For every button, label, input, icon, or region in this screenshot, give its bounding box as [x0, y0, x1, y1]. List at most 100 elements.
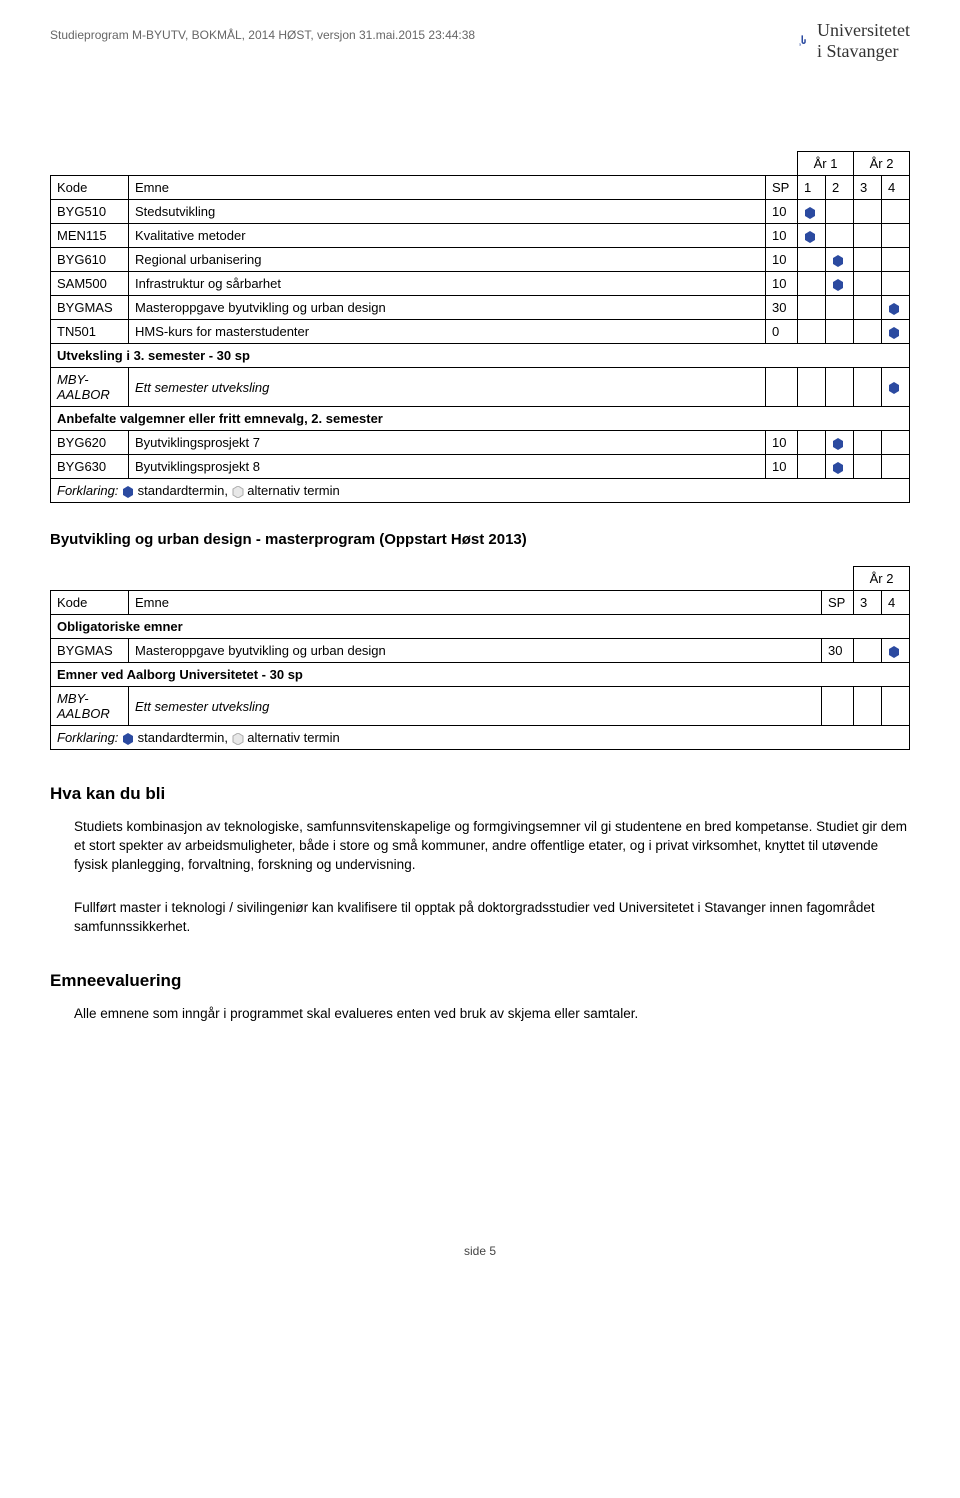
- cell-kode: BYG630: [51, 455, 129, 479]
- cell-sp: 10: [766, 455, 798, 479]
- term-cell: [854, 272, 882, 296]
- cell-sp: 10: [766, 224, 798, 248]
- term-cell: [854, 248, 882, 272]
- cell-emne: Infrastruktur og sårbarhet: [129, 272, 766, 296]
- term-cell: [854, 224, 882, 248]
- hva-title: Hva kan du bli: [50, 784, 910, 804]
- cell-sp: 10: [766, 200, 798, 224]
- col-emne: Emne: [129, 176, 766, 200]
- cell-emne: Byutviklingsprosjekt 8: [129, 455, 766, 479]
- section-oblig: Obligatoriske emner: [51, 615, 910, 639]
- cell-sp: 10: [766, 272, 798, 296]
- term-cell: [826, 320, 854, 344]
- term-cell: [882, 248, 910, 272]
- cell-emne: Masteroppgave byutvikling og urban desig…: [129, 296, 766, 320]
- year1-header: År 1: [798, 152, 854, 176]
- term-cell: [854, 200, 882, 224]
- cell-emne: Stedsutvikling: [129, 200, 766, 224]
- term-cell: [798, 320, 826, 344]
- term-cell: [826, 224, 854, 248]
- table-row: BYG630Byutviklingsprosjekt 810: [51, 455, 910, 479]
- course-table-1: År 1 År 2 Kode Emne SP 1 2 3 4 BYG510Ste…: [50, 151, 910, 503]
- mby-emne: Ett semester utveksling: [129, 368, 766, 407]
- term-cell: [854, 296, 882, 320]
- year2-header: År 2: [854, 152, 910, 176]
- term-cell: [798, 455, 826, 479]
- table-row: BYGMAS Masteroppgave byutvikling og urba…: [51, 639, 910, 663]
- cell-emne: Regional urbanisering: [129, 248, 766, 272]
- term-cell: [826, 200, 854, 224]
- page-header: Studieprogram M-BYUTV, BOKMÅL, 2014 HØST…: [50, 20, 910, 61]
- logo-mark-icon: S: [797, 35, 809, 47]
- col-sp: SP: [766, 176, 798, 200]
- cell-emne: Byutviklingsprosjekt 7: [129, 431, 766, 455]
- term-cell: [826, 296, 854, 320]
- term-cell: [882, 224, 910, 248]
- term-cell: [882, 455, 910, 479]
- mid-title: Byutvikling og urban design - masterprog…: [50, 531, 910, 548]
- cell-sp: 10: [766, 431, 798, 455]
- term-cell: [798, 272, 826, 296]
- cell-sp: 30: [766, 296, 798, 320]
- university-logo: S Universitetet i Stavanger: [797, 20, 910, 61]
- term-cell: [882, 431, 910, 455]
- table-row: BYGMASMasteroppgave byutvikling og urban…: [51, 296, 910, 320]
- term-cell: [882, 200, 910, 224]
- page-footer: side 5: [50, 1244, 910, 1258]
- term-cell: [826, 431, 854, 455]
- alt-marker-icon: [232, 486, 244, 498]
- table-row: BYG610Regional urbanisering10: [51, 248, 910, 272]
- term-cell: [882, 320, 910, 344]
- term-cell: [854, 431, 882, 455]
- cell-kode: BYGMAS: [51, 296, 129, 320]
- std-marker-icon: [122, 733, 134, 745]
- term-cell: [798, 200, 826, 224]
- meta-line: Studieprogram M-BYUTV, BOKMÅL, 2014 HØST…: [50, 20, 475, 42]
- cell-kode: BYG610: [51, 248, 129, 272]
- term-cell: [882, 296, 910, 320]
- year2-header-b: År 2: [854, 567, 910, 591]
- term-cell: [798, 224, 826, 248]
- table-row: BYG510Stedsutvikling10: [51, 200, 910, 224]
- legend-row: Forklaring: standardtermin, alternativ t…: [51, 479, 910, 503]
- term-cell: [798, 431, 826, 455]
- cell-kode: MEN115: [51, 224, 129, 248]
- section-anbefalte: Anbefalte valgemner eller fritt emnevalg…: [51, 407, 910, 431]
- cell-kode: BYG620: [51, 431, 129, 455]
- table-row: BYG620Byutviklingsprosjekt 710: [51, 431, 910, 455]
- term-cell: [882, 272, 910, 296]
- mby-kode: MBY-AALBOR: [51, 368, 129, 407]
- term-cell: [826, 455, 854, 479]
- section-utveksling: Utveksling i 3. semester - 30 sp: [51, 344, 910, 368]
- emne-p1: Alle emnene som inngår i programmet skal…: [74, 1005, 910, 1024]
- term-cell: [854, 455, 882, 479]
- table-row: TN501HMS-kurs for masterstudenter0: [51, 320, 910, 344]
- term-cell: [826, 272, 854, 296]
- cell-kode: BYG510: [51, 200, 129, 224]
- uni-name-line1: Universitetet: [817, 20, 910, 41]
- emne-title: Emneevaluering: [50, 971, 910, 991]
- term-cell: [798, 296, 826, 320]
- cell-sp: 10: [766, 248, 798, 272]
- uni-name-line2: i Stavanger: [817, 41, 910, 62]
- col-kode: Kode: [51, 176, 129, 200]
- table-row: MEN115Kvalitative metoder10: [51, 224, 910, 248]
- course-table-2: År 2 Kode Emne SP 3 4 Obligatoriske emne…: [50, 566, 910, 750]
- section-aalborg: Emner ved Aalborg Universitetet - 30 sp: [51, 663, 910, 687]
- svg-text:S: S: [799, 43, 801, 47]
- cell-kode: SAM500: [51, 272, 129, 296]
- alt-marker-icon: [232, 733, 244, 745]
- term-marker: [882, 368, 910, 407]
- cell-emne: HMS-kurs for masterstudenter: [129, 320, 766, 344]
- cell-sp: 0: [766, 320, 798, 344]
- term-cell: [826, 248, 854, 272]
- hva-p2: Fullført master i teknologi / sivilingen…: [74, 899, 910, 937]
- std-marker-icon: [122, 486, 134, 498]
- hva-p1: Studiets kombinasjon av teknologiske, sa…: [74, 818, 910, 875]
- table-row: SAM500Infrastruktur og sårbarhet10: [51, 272, 910, 296]
- term-cell: [798, 248, 826, 272]
- cell-emne: Kvalitative metoder: [129, 224, 766, 248]
- legend-row-2: Forklaring: standardtermin, alternativ t…: [51, 726, 910, 750]
- term-cell: [854, 320, 882, 344]
- cell-kode: TN501: [51, 320, 129, 344]
